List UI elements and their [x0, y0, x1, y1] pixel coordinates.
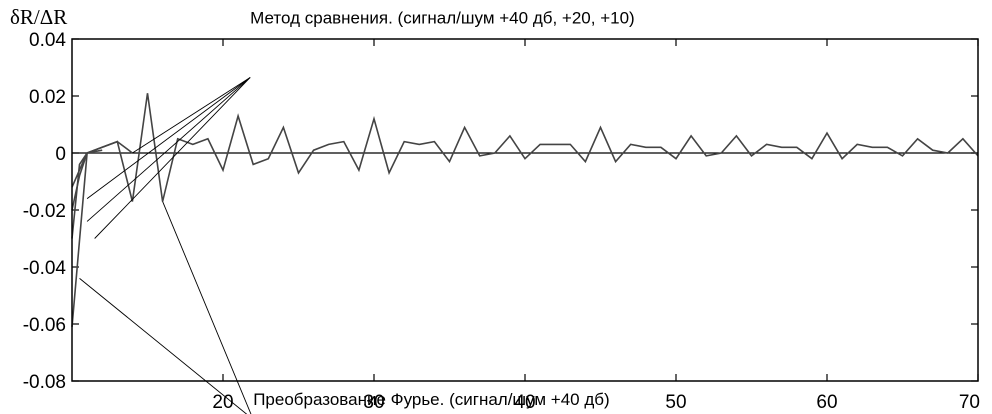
x-tick-label: 20	[212, 392, 233, 413]
annotation-leader-line	[132, 77, 251, 154]
y-axis-label: δR/ΔR	[10, 5, 67, 29]
y-tick-label: 0	[55, 144, 66, 165]
annotation-leader-line	[79, 278, 248, 414]
x-tick-label: 60	[816, 392, 837, 413]
series-line-3	[71, 149, 103, 211]
series-line-4	[71, 152, 103, 239]
plot-area-frame	[71, 38, 979, 382]
annotation-leader-line	[86, 77, 251, 222]
annotation-text-2: Преобразование Фурье. (сигнал/шум +40 дб…	[253, 390, 609, 409]
annotation-leader-line	[86, 77, 251, 199]
x-tick-label: 50	[665, 392, 686, 413]
y-tick-label: -0.06	[23, 315, 66, 336]
series-line-1	[71, 93, 979, 327]
y-tick-label: -0.02	[23, 201, 66, 222]
y-tick-label: -0.08	[23, 372, 66, 393]
annotation-leader-line	[94, 77, 251, 239]
x-tick-label: 40	[514, 392, 535, 413]
y-tick-label: -0.04	[23, 258, 67, 279]
y-tick-label: 0.04	[29, 30, 66, 51]
annotation-leader-line	[162, 201, 252, 414]
x-tick-label: 30	[363, 392, 384, 413]
x-tick-label: 70	[959, 392, 980, 413]
y-tick-label: 0.02	[29, 87, 66, 108]
annotation-text-1: Метод сравнения. (сигнал/шум +40 дб, +20…	[250, 8, 635, 27]
